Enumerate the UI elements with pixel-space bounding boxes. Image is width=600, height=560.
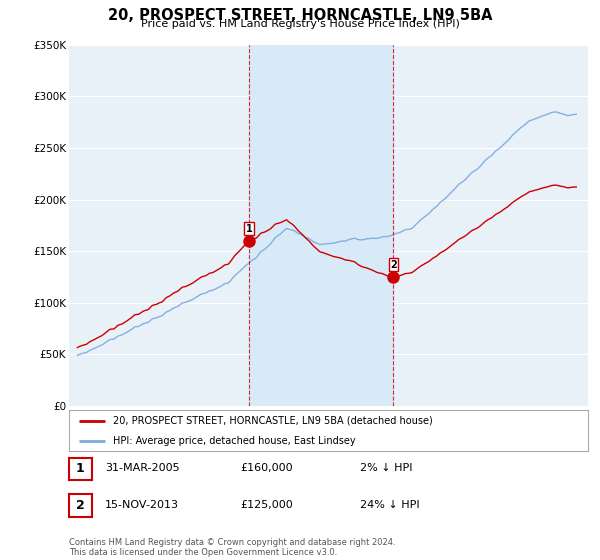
Bar xyxy=(249,45,394,406)
Text: 15-NOV-2013: 15-NOV-2013 xyxy=(105,500,179,510)
Text: 20, PROSPECT STREET, HORNCASTLE, LN9 5BA (detached house): 20, PROSPECT STREET, HORNCASTLE, LN9 5BA… xyxy=(113,416,433,426)
Text: £160,000: £160,000 xyxy=(240,463,293,473)
Text: 2: 2 xyxy=(390,260,397,270)
Text: £125,000: £125,000 xyxy=(240,500,293,510)
Text: 31-MAR-2005: 31-MAR-2005 xyxy=(105,463,179,473)
Text: 1: 1 xyxy=(245,223,253,234)
Text: 20, PROSPECT STREET, HORNCASTLE, LN9 5BA: 20, PROSPECT STREET, HORNCASTLE, LN9 5BA xyxy=(108,8,492,24)
Text: 24% ↓ HPI: 24% ↓ HPI xyxy=(360,500,419,510)
Text: HPI: Average price, detached house, East Lindsey: HPI: Average price, detached house, East… xyxy=(113,436,356,446)
Text: Price paid vs. HM Land Registry's House Price Index (HPI): Price paid vs. HM Land Registry's House … xyxy=(140,19,460,29)
Text: 1: 1 xyxy=(76,463,85,475)
Text: 2% ↓ HPI: 2% ↓ HPI xyxy=(360,463,413,473)
Text: 2: 2 xyxy=(76,499,85,512)
Text: Contains HM Land Registry data © Crown copyright and database right 2024.
This d: Contains HM Land Registry data © Crown c… xyxy=(69,538,395,557)
